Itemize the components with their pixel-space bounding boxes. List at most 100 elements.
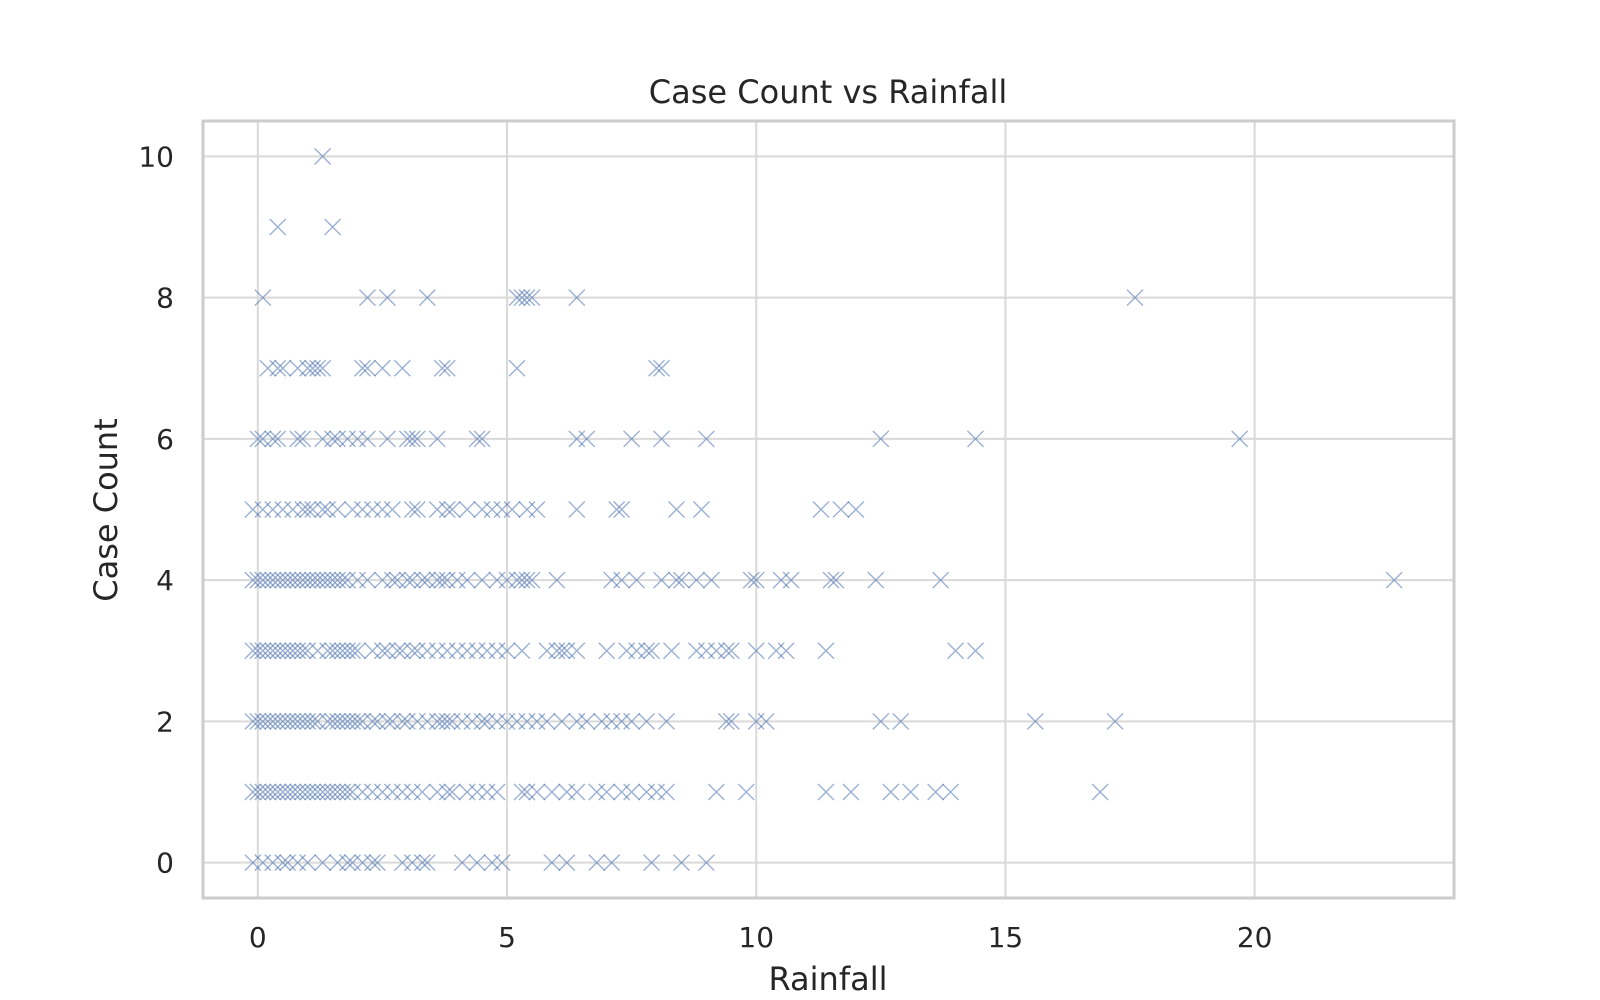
- y-tick-label: 10: [138, 140, 174, 173]
- data-point: [707, 783, 725, 801]
- data-point: [578, 712, 596, 730]
- data-point: [339, 854, 357, 872]
- data-point: [324, 218, 342, 236]
- data-point: [692, 501, 710, 518]
- data-point: [603, 854, 621, 872]
- data-point: [717, 712, 735, 730]
- data-point: [967, 430, 985, 448]
- data-point: [872, 712, 890, 730]
- data-point: [782, 571, 800, 589]
- data-point: [508, 359, 526, 377]
- data-point: [1385, 571, 1403, 589]
- data-point: [653, 359, 671, 377]
- data-point: [598, 783, 616, 801]
- data-point: [438, 359, 456, 377]
- data-point: [299, 854, 317, 872]
- data-point: [403, 642, 421, 660]
- data-point: [1091, 783, 1109, 801]
- data-point: [314, 854, 332, 872]
- data-point: [443, 783, 461, 801]
- data-point: [543, 854, 561, 872]
- x-axis-label: Rainfall: [769, 960, 888, 998]
- data-point: [428, 430, 446, 448]
- data-point: [353, 359, 371, 377]
- data-point: [378, 289, 396, 307]
- data-point: [473, 430, 491, 448]
- data-point: [742, 571, 760, 589]
- data-point: [1026, 712, 1044, 730]
- data-point: [658, 783, 676, 801]
- data-point: [249, 430, 267, 448]
- data-point: [667, 571, 685, 589]
- data-point: [932, 571, 950, 589]
- data-point: [309, 359, 327, 377]
- data-point: [927, 783, 945, 801]
- chart-title: Case Count vs Rainfall: [649, 73, 1007, 111]
- data-point: [872, 430, 890, 448]
- data-point: [334, 571, 352, 589]
- data-point: [294, 642, 312, 660]
- data-point: [378, 430, 396, 448]
- data-point: [623, 430, 641, 448]
- data-point: [304, 712, 322, 730]
- data-point: [413, 571, 431, 589]
- data-point: [822, 571, 840, 589]
- data-point: [842, 783, 860, 801]
- data-point: [269, 430, 287, 448]
- plot-frame: [201, 119, 1456, 900]
- data-point: [942, 783, 960, 801]
- data-point: [638, 642, 656, 660]
- data-point: [553, 642, 571, 660]
- data-point: [438, 712, 456, 730]
- data-point: [638, 712, 656, 730]
- data-point: [314, 501, 332, 518]
- data-point: [672, 854, 690, 872]
- data-point: [817, 642, 835, 660]
- data-point: [543, 783, 561, 801]
- data-point: [344, 642, 362, 660]
- data-point: [548, 571, 566, 589]
- data-point: [523, 571, 541, 589]
- y-axis-label: Case Count: [87, 418, 125, 602]
- data-point: [588, 854, 606, 872]
- data-point: [358, 430, 376, 448]
- data-point: [672, 571, 690, 589]
- data-point: [453, 854, 471, 872]
- data-point: [513, 783, 531, 801]
- data-point: [289, 430, 307, 448]
- data-point: [398, 571, 416, 589]
- x-tick-label: 10: [738, 921, 774, 954]
- x-tick-label: 15: [988, 921, 1024, 954]
- data-point: [722, 642, 740, 660]
- data-point: [373, 359, 391, 377]
- data-point: [643, 854, 661, 872]
- data-point: [458, 501, 476, 518]
- data-point: [299, 501, 317, 518]
- y-tick-label: 0: [156, 847, 174, 880]
- data-point: [438, 501, 456, 518]
- data-point: [358, 289, 376, 307]
- data-point: [254, 289, 272, 307]
- data-point: [413, 783, 431, 801]
- data-point: [339, 783, 357, 801]
- data-point: [717, 642, 735, 660]
- data-point: [553, 712, 571, 730]
- y-tick-label: 4: [156, 564, 174, 597]
- data-points: [244, 147, 1403, 872]
- tick-labels: 0 5 10 15 20 0 2 4 6 8 10: [138, 140, 1272, 954]
- data-point: [663, 642, 680, 660]
- data-point: [358, 571, 376, 589]
- data-point: [403, 501, 421, 518]
- data-point: [578, 430, 596, 448]
- data-point: [747, 642, 765, 660]
- data-point: [643, 642, 661, 660]
- data-point: [568, 642, 586, 660]
- x-tick-label: 20: [1237, 921, 1273, 954]
- data-point: [438, 783, 456, 801]
- data-point: [493, 854, 511, 872]
- data-point: [368, 854, 386, 872]
- y-tick-label: 2: [156, 705, 174, 738]
- x-tick-label: 5: [498, 921, 516, 954]
- data-point: [388, 642, 406, 660]
